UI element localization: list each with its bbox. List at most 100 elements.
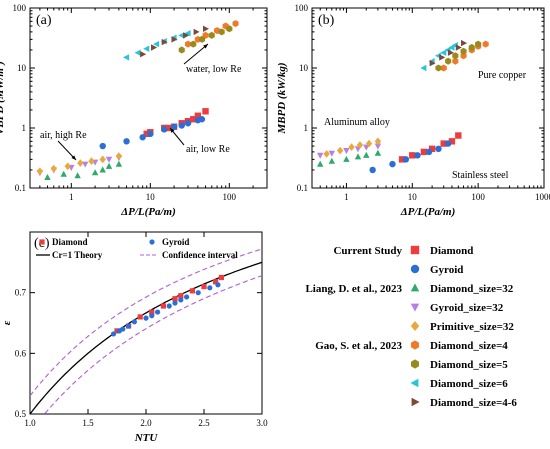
point-diamond-size-4-6 — [193, 28, 200, 36]
y-tick-label: 1 — [22, 123, 27, 133]
point-diamond-size-5 — [445, 57, 452, 65]
point-gyroid — [195, 290, 201, 296]
point-primitive-size-32 — [365, 139, 373, 148]
y-tick-label: 10 — [299, 63, 309, 73]
legend-heading-gao-s-et-al-2023: Gao, S. et al., 2023 — [315, 340, 402, 352]
point-gyroid — [155, 309, 161, 315]
point-gyroid — [110, 331, 117, 337]
point-diamond-size-5 — [475, 40, 482, 48]
point-diamond-size-6 — [440, 49, 447, 56]
point-diamond — [160, 303, 166, 309]
legend-marker-diamond-size-4 — [411, 340, 419, 350]
point-diamond — [202, 108, 209, 115]
point-gyroid — [198, 116, 206, 123]
plot-frame — [311, 7, 545, 189]
point-diamond-size-6 — [123, 54, 130, 61]
point-primitive-size-32 — [99, 155, 106, 164]
plot-frame — [29, 7, 268, 189]
point-gyroid — [161, 126, 168, 133]
point-gyroid — [369, 166, 376, 174]
point-diamond-size-4-6 — [461, 39, 468, 47]
legend-marker-gyroid — [410, 264, 420, 274]
point-gyroid — [444, 140, 452, 147]
point-diamond-size-5 — [208, 31, 215, 39]
point-diamond-size-6 — [448, 44, 455, 51]
point-diamond-size-4 — [482, 40, 489, 48]
point-diamond-size-32 — [354, 153, 362, 160]
point-diamond-size-4 — [440, 64, 447, 72]
point-diamond — [165, 124, 172, 132]
point-diamond-size-4 — [214, 27, 221, 35]
point-diamond-size-5 — [190, 40, 197, 48]
point-gyroid — [123, 138, 130, 145]
x-tick-label: 100 — [223, 192, 237, 202]
point-primitive-size-32 — [323, 150, 330, 158]
point-gyroid-size-32 — [105, 156, 113, 163]
legend-label-diamond: Diamond — [52, 237, 88, 247]
point-gyroid — [389, 160, 396, 168]
point-primitive-size-32 — [348, 143, 355, 151]
point-diamond — [172, 296, 178, 302]
point-diamond-size-5 — [178, 46, 185, 54]
y-tick-label: 1 — [304, 123, 309, 133]
point-diamond-size-32 — [328, 157, 335, 164]
point-diamond — [149, 309, 155, 315]
y-tick-label: 0.6 — [15, 348, 27, 358]
point-diamond — [143, 130, 150, 138]
point-gyroid — [207, 285, 213, 291]
arrow-head — [71, 155, 76, 160]
y-axis-title: VBPD (MW/m³) — [0, 61, 6, 135]
point-diamond-size-4-6 — [447, 49, 454, 56]
y-axis-title: MBPD (kW/kg) — [276, 62, 288, 134]
point-gyroid — [170, 123, 178, 130]
point-diamond-size-4 — [185, 40, 191, 48]
annotation-air-low-re: air, low Re — [186, 144, 230, 155]
point-diamond-size-32 — [374, 149, 382, 156]
point-diamond — [137, 314, 143, 320]
legend-heading-current-study: Current Study — [333, 245, 402, 257]
y-tick-label: 0.7 — [15, 288, 27, 298]
point-primitive-size-32 — [36, 167, 44, 176]
point-diamond-size-6 — [134, 49, 141, 56]
legend-label-diamond-size-32: Diamond_size=32 — [430, 283, 514, 295]
point-diamond-size-4-6 — [455, 44, 462, 51]
point-diamond-size-5 — [226, 25, 233, 33]
point-gyroid — [184, 294, 190, 300]
legend-label-gyroid-size-32: Gyroid_size=32 — [430, 302, 504, 314]
annotation-pure-copper: Pure copper — [478, 70, 527, 81]
point-diamond — [201, 284, 207, 290]
point-diamond-size-5 — [468, 43, 475, 51]
legend-marker-diamond-size-32 — [410, 283, 420, 292]
point-diamond-size-32 — [60, 170, 67, 177]
point-gyroid — [131, 319, 137, 325]
point-diamond-size-4-6 — [140, 51, 147, 58]
legend-marker-diamond-size-4-6 — [411, 397, 420, 407]
point-diamond — [213, 279, 219, 285]
point-primitive-size-32 — [64, 162, 71, 171]
point-gyroid — [402, 156, 410, 163]
point-gyroid-size-32 — [317, 152, 324, 159]
legend-label-primitive-size-32: Primitive_size=32 — [430, 321, 514, 333]
point-gyroid — [143, 315, 149, 321]
point-diamond — [194, 112, 202, 119]
annotation-water-low-re: water, low Re — [186, 64, 242, 75]
legend-marker-gyroid — [149, 239, 155, 245]
annotation-air-high-re: air, high Re — [40, 130, 87, 141]
panel-a: 1 10 100 0.1 1 10 100 (a) ΔP/L(Pa/m) VBPD (MW/m³)… — [0, 3, 268, 218]
point-diamond-size-5 — [460, 47, 467, 55]
x-tick-label: 1 — [344, 192, 349, 202]
y-tick-label: 100 — [13, 3, 27, 13]
y-tick-label: 0.1 — [15, 183, 26, 193]
point-diamond-size-4-6 — [203, 25, 209, 32]
point-diamond — [190, 116, 197, 123]
x-tick-label: 2.0 — [140, 418, 152, 428]
point-diamond — [409, 152, 416, 159]
point-diamond-size-6 — [143, 45, 150, 52]
point-gyroid — [414, 152, 421, 159]
legend-label-gyroid: Gyroid — [430, 264, 463, 276]
point-gyroid — [166, 303, 172, 309]
legend-marker-diamond-size-6 — [410, 378, 419, 388]
x-axis-title: ΔP/L(Pa/m) — [400, 206, 456, 218]
